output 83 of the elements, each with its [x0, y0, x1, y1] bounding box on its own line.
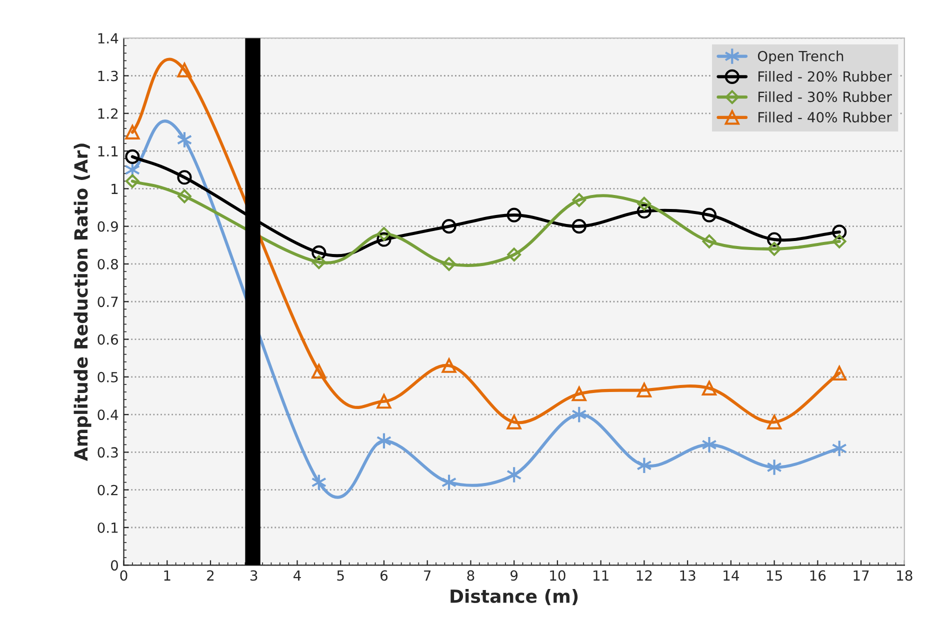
point: [312, 364, 326, 379]
x-tick-label: 7: [424, 570, 431, 581]
x-tick-label: 10: [550, 570, 566, 581]
x-tick-label: 2: [207, 570, 214, 581]
point: [572, 386, 586, 402]
point: [636, 456, 652, 474]
point: [376, 232, 392, 247]
x-tick-label: 3: [250, 570, 258, 581]
point: [125, 124, 140, 140]
x-tick-label: 8: [467, 570, 474, 581]
point: [832, 224, 847, 240]
legend-label: Open Trench: [758, 50, 844, 64]
legend-label: Filled - 20% Rubber: [758, 70, 892, 82]
y-tick-label: 1.3: [98, 70, 118, 82]
x-tick-label: 13: [680, 570, 696, 581]
point: [767, 414, 782, 430]
y-tick-label: 0.6: [98, 334, 118, 345]
x-tick-label: 1: [164, 570, 170, 581]
point: [442, 257, 456, 271]
x-tick-label: 16: [810, 570, 826, 581]
x-tick-label: 5: [337, 570, 344, 581]
point: [572, 193, 586, 207]
y-tick-label: 0.5: [98, 372, 118, 382]
point: [506, 466, 522, 484]
y-tick-label: 1.2: [98, 108, 118, 119]
point: [377, 226, 391, 241]
x-tick-label: 11: [594, 570, 608, 581]
x-tick-label: 6: [380, 570, 388, 581]
point: [376, 432, 392, 450]
point: [311, 474, 327, 492]
point: [637, 196, 652, 211]
point: [702, 208, 717, 222]
point: [832, 234, 846, 248]
y-tick-label: 0.3: [98, 447, 118, 458]
x-tick-label: 17: [854, 570, 869, 581]
point: [702, 380, 717, 396]
point: [572, 219, 586, 234]
y-tick-label: 1.1: [98, 146, 118, 156]
point: [441, 474, 457, 492]
point: [702, 234, 716, 248]
x-tick-label: 12: [636, 570, 652, 581]
y-tick-label: 1.4: [98, 33, 118, 44]
point: [442, 358, 456, 373]
x-tick-label: 0: [120, 570, 128, 581]
y-tick-label: 0.1: [98, 522, 118, 533]
point: [176, 131, 192, 148]
point: [125, 174, 140, 188]
point: [766, 458, 782, 476]
x-tick-label: 9: [510, 570, 518, 581]
point: [507, 248, 522, 262]
point: [442, 219, 456, 234]
point: [832, 366, 847, 380]
point: [177, 62, 192, 78]
legend-label: Filled - 40% Rubber: [758, 112, 892, 123]
point: [571, 406, 587, 424]
point: [125, 149, 140, 164]
point: [832, 440, 848, 458]
y-tick-label: 0.4: [98, 410, 118, 420]
point: [312, 255, 326, 270]
y-tick-label: 0.2: [98, 484, 118, 496]
point: [636, 204, 652, 219]
x-tick-label: 14: [724, 570, 739, 581]
y-tick-label: 0.7: [98, 296, 118, 308]
y-axis-title: Amplitude Reduction Ratio (Ar): [74, 144, 92, 462]
x-tick-label: 4: [293, 570, 301, 581]
y-tick-label: 1: [112, 184, 118, 194]
point: [767, 242, 782, 256]
y-tick-label: 0.8: [98, 258, 118, 270]
point: [636, 382, 652, 398]
y-tick-label: 0: [110, 560, 118, 571]
point: [312, 245, 326, 260]
point: [376, 394, 392, 409]
y-tick-label: 0.9: [98, 221, 118, 232]
x-tick-label: 18: [897, 570, 912, 581]
point: [177, 170, 192, 185]
point: [767, 232, 782, 247]
x-axis-title: Distance (m): [450, 589, 578, 606]
point: [506, 414, 522, 430]
legend-label: Filled - 30% Rubber: [758, 91, 892, 102]
point: [506, 208, 522, 222]
x-tick-label: 15: [766, 570, 782, 581]
point: [702, 436, 717, 454]
point: [178, 189, 192, 204]
